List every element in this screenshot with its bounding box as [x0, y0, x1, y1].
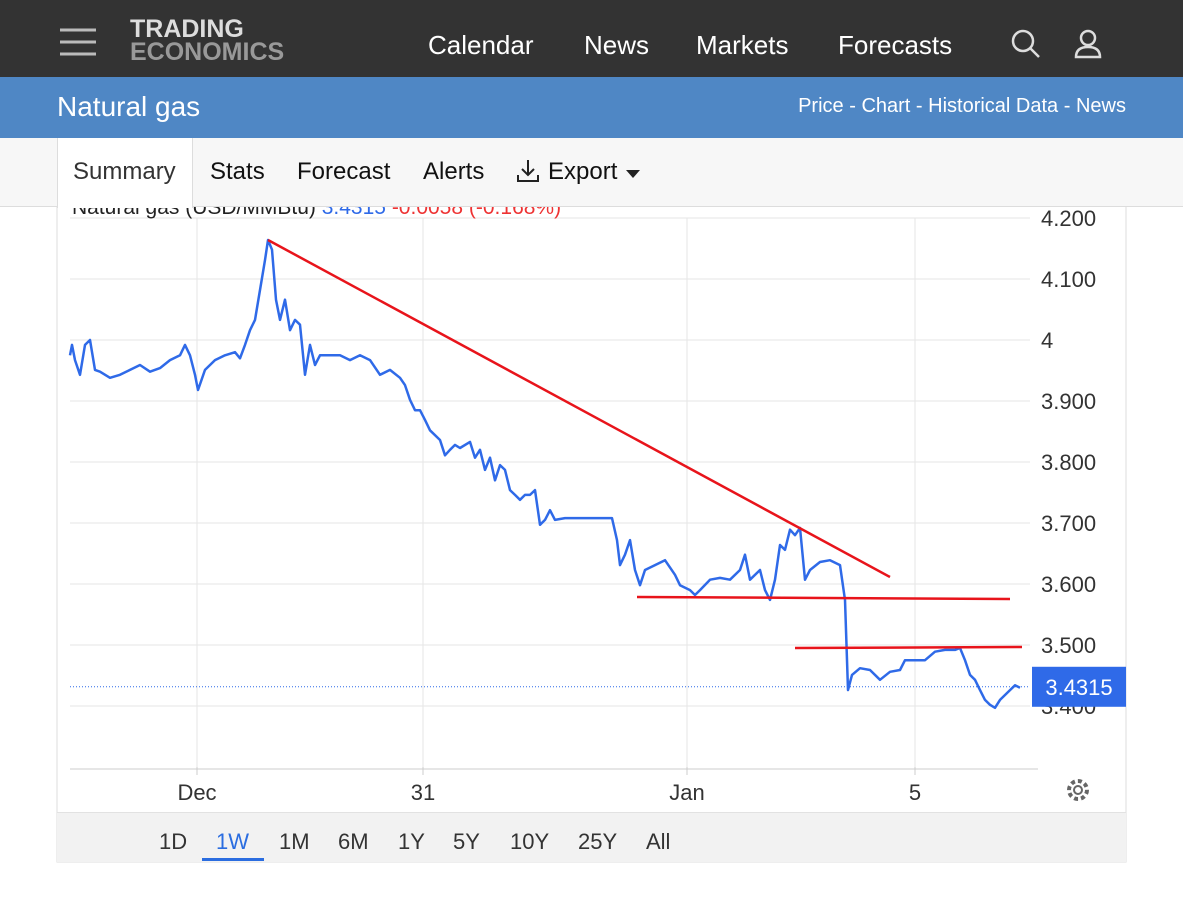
y-tick-label: 3.800: [1041, 450, 1096, 475]
logo-top[interactable]: TRADING: [130, 15, 244, 43]
tab[interactable]: Forecast: [297, 158, 391, 185]
range-button[interactable]: 1Y: [398, 829, 425, 854]
range-button[interactable]: 5Y: [453, 829, 480, 854]
tab[interactable]: Export: [548, 158, 618, 185]
x-tick-label: 31: [411, 780, 435, 805]
nav-link[interactable]: News: [584, 30, 650, 60]
nav-link[interactable]: Calendar: [428, 30, 534, 60]
y-tick-label: 3.900: [1041, 389, 1096, 414]
range-button[interactable]: 10Y: [510, 829, 550, 854]
tab-bar: [0, 138, 1183, 207]
active-tab-bg: [57, 138, 193, 208]
x-tick-label: Dec: [177, 780, 216, 805]
nav-link[interactable]: Markets: [696, 30, 789, 60]
range-button[interactable]: 1D: [159, 829, 188, 854]
y-tick-label: 4.200: [1041, 206, 1096, 231]
header-link[interactable]: Price: [798, 95, 844, 117]
tab[interactable]: Stats: [210, 158, 265, 185]
range-button[interactable]: 1M: [279, 829, 310, 854]
range-button[interactable]: 6M: [338, 829, 369, 854]
tab[interactable]: Summary: [73, 158, 176, 185]
chart-panel: [56, 189, 1127, 863]
trend-lines: [267, 238, 1023, 650]
y-tick-label: 4: [1041, 328, 1053, 353]
separator: -: [1063, 95, 1071, 117]
trend-line: [267, 238, 891, 579]
header-link[interactable]: Chart: [861, 95, 911, 117]
resistance-line: [794, 645, 1023, 650]
y-tick-label: 3.500: [1041, 633, 1096, 658]
export-icon[interactable]: [515, 158, 541, 189]
x-tick-label: Jan: [669, 780, 704, 805]
overlay: 3.4315: [70, 666, 1126, 707]
separator: -: [849, 95, 856, 117]
header-links: Price - Chart - Historical Data - News: [798, 95, 1126, 118]
nav-link[interactable]: Forecasts: [838, 30, 953, 60]
support-line: [636, 595, 1011, 601]
search-icon[interactable]: [1010, 28, 1042, 60]
header-link[interactable]: Historical Data: [928, 95, 1059, 117]
menu-icon[interactable]: [58, 27, 98, 57]
page-title: Natural gas: [57, 91, 201, 122]
range-button[interactable]: All: [646, 829, 671, 854]
x-tick-label: 5: [909, 780, 921, 805]
y-tick-label: 3.600: [1041, 572, 1096, 597]
logo-bottom[interactable]: ECONOMICS: [130, 38, 285, 66]
export-caret[interactable]: [626, 167, 640, 185]
settings-icon[interactable]: [1067, 779, 1089, 801]
range-bar: [57, 812, 1126, 862]
range-button[interactable]: 25Y: [578, 829, 618, 854]
header-link[interactable]: News: [1075, 95, 1126, 117]
separator: -: [915, 95, 923, 117]
last-price-label: 3.4315: [1045, 675, 1112, 700]
y-tick-label: 4.100: [1041, 267, 1096, 292]
price-line: [68, 238, 1021, 710]
top-bar: [0, 0, 1183, 77]
range-underline: [202, 858, 264, 861]
title-bar: [0, 77, 1183, 138]
range-button[interactable]: 1W: [216, 829, 249, 854]
user-icon[interactable]: [1073, 28, 1105, 60]
grid: 3.4003.5003.6003.7003.8003.90044.1004.20…: [70, 206, 1096, 805]
last-price-box: [1032, 666, 1126, 707]
plot: [68, 238, 1021, 710]
tab[interactable]: Alerts: [423, 158, 485, 185]
y-tick-label: 3.700: [1041, 511, 1096, 536]
